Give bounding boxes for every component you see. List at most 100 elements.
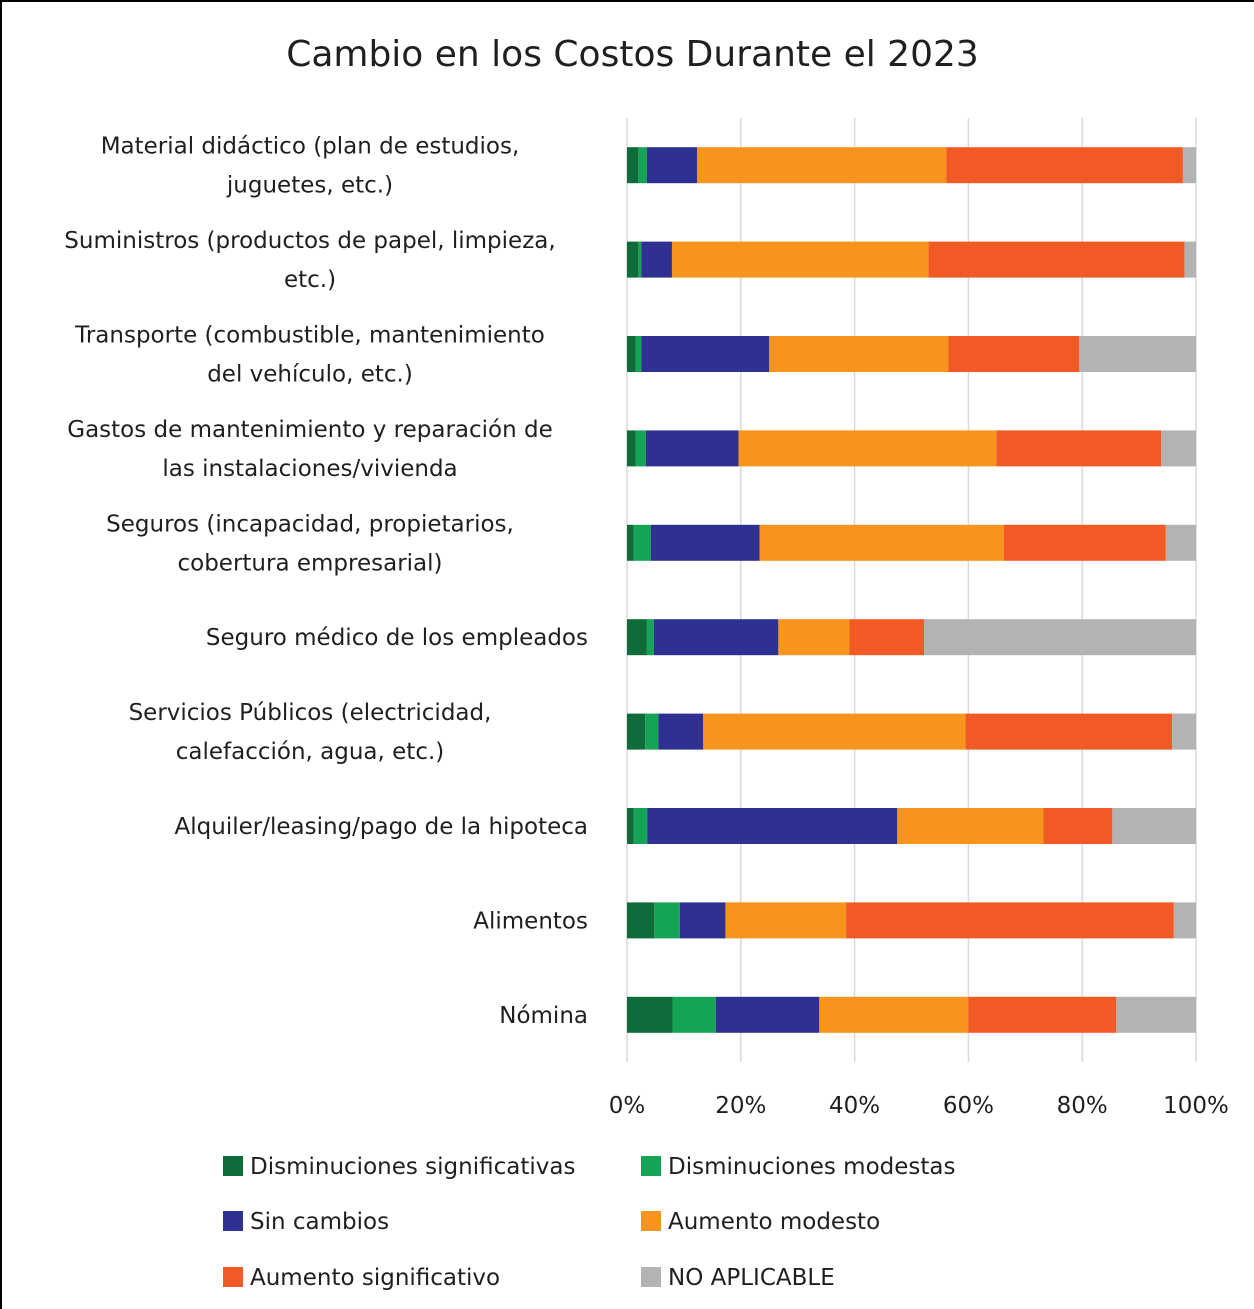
bar-segment — [627, 619, 647, 656]
bar-row — [627, 524, 1196, 561]
bar-segment — [948, 336, 1080, 372]
bar-segment — [696, 147, 947, 184]
bar-segment — [759, 524, 1004, 561]
legend-swatch — [641, 1156, 661, 1176]
legend-item: Aumento significativo — [223, 1265, 500, 1291]
bar-rows — [627, 147, 1196, 1033]
bar-row — [627, 808, 1196, 844]
legend-label: Aumento significativo — [250, 1265, 500, 1291]
category-label-line: las instalaciones/vivienda — [162, 456, 457, 482]
bar-segment — [641, 336, 770, 372]
bar-segment — [645, 430, 739, 467]
bar-segment — [641, 241, 672, 278]
category-label: Nómina — [499, 1003, 588, 1029]
bar-segment — [849, 619, 925, 656]
bar-segment — [1172, 713, 1196, 750]
bar-segment — [928, 241, 1185, 278]
legend-label: Disminuciones significativas — [250, 1154, 575, 1180]
bar-segment — [633, 524, 651, 561]
bar-segment — [627, 430, 636, 467]
bar-segment — [738, 430, 997, 467]
bar-segment — [647, 808, 898, 844]
category-label-line: Servicios Públicos (electricidad, — [129, 700, 492, 726]
bar-segment — [679, 902, 726, 939]
category-label: Transporte (combustible, mantenimiento de… — [74, 323, 545, 388]
bar-segment — [1165, 524, 1196, 561]
bar-row — [627, 147, 1196, 184]
bar-segment — [627, 713, 646, 750]
legend-item: Aumento modesto — [641, 1209, 880, 1235]
category-label-line: Transporte (combustible, mantenimiento — [74, 323, 545, 349]
bar-segment — [627, 996, 673, 1033]
bar-segment — [627, 241, 639, 278]
bar-segment — [897, 808, 1044, 844]
bar-segment — [645, 713, 659, 750]
bar-segment — [654, 902, 680, 939]
bar-segment — [924, 619, 1196, 656]
category-label-line: calefacción, agua, etc.) — [176, 739, 445, 765]
legend-swatch — [223, 1211, 243, 1231]
category-label: Alquiler/leasing/pago de la hipoteca — [175, 814, 588, 840]
bar-segment — [646, 147, 697, 184]
bar-row — [627, 902, 1196, 939]
legend-item: Disminuciones significativas — [223, 1154, 575, 1180]
legend-label: Sin cambios — [250, 1209, 389, 1235]
bar-segment — [1003, 524, 1166, 561]
x-tick-label: 40% — [829, 1093, 880, 1119]
bar-segment — [627, 147, 639, 184]
bar-segment — [627, 808, 634, 844]
bar-row — [627, 713, 1196, 750]
category-label-line: Seguro médico de los empleados — [206, 625, 588, 651]
bar-segment — [635, 430, 646, 467]
bar-row — [627, 336, 1196, 372]
category-label-line: Nómina — [499, 1003, 588, 1029]
bar-segment — [1161, 430, 1196, 467]
bar-segment — [1079, 336, 1196, 372]
bar-row — [627, 430, 1196, 467]
bar-segment — [965, 713, 1173, 750]
x-axis-ticks: 0% 20% 40% 60% 80% 100% — [609, 1093, 1229, 1119]
bar-segment — [1182, 147, 1196, 184]
category-label-line: Seguros (incapacidad, propietarios, — [106, 511, 514, 537]
legend-label: Aumento modesto — [668, 1209, 880, 1235]
bar-segment — [946, 147, 1183, 184]
legend-item: Sin cambios — [223, 1209, 389, 1235]
bar-segment — [658, 713, 704, 750]
category-label-line: cobertura empresarial) — [177, 550, 442, 576]
bar-segment — [638, 147, 647, 184]
category-label-line: Alimentos — [473, 908, 588, 934]
bar-segment — [627, 902, 655, 939]
x-tick-label: 80% — [1057, 1093, 1108, 1119]
category-label-line: juguetes, etc.) — [226, 173, 393, 199]
legend-item: Disminuciones modestas — [641, 1154, 955, 1180]
bar-segment — [653, 619, 779, 656]
bar-segment — [672, 996, 716, 1033]
bar-row — [627, 241, 1196, 278]
x-tick-label: 60% — [943, 1093, 994, 1119]
bar-segment — [1043, 808, 1113, 844]
bar-segment — [819, 996, 969, 1033]
legend-label: NO APLICABLE — [668, 1265, 835, 1291]
legend-swatch — [641, 1267, 661, 1287]
category-label-line: Gastos de mantenimiento y reparación de — [67, 417, 553, 443]
category-label-line: Suministros (productos de papel, limpiez… — [64, 228, 555, 254]
bar-segment — [627, 524, 634, 561]
bar-segment — [715, 996, 820, 1033]
bar-segment — [1112, 808, 1196, 844]
bar-segment — [633, 808, 648, 844]
category-label-line: del vehículo, etc.) — [207, 362, 413, 388]
category-label-line: Material didáctico (plan de estudios, — [101, 134, 520, 160]
bar-segment — [846, 902, 1174, 939]
bar-segment — [671, 241, 929, 278]
category-label: Material didáctico (plan de estudios, jug… — [101, 134, 520, 199]
category-label: Alimentos — [473, 908, 588, 934]
category-label: Gastos de mantenimiento y reparación de l… — [67, 417, 553, 482]
bar-segment — [778, 619, 850, 656]
bar-segment — [635, 336, 642, 372]
legend-item: NO APLICABLE — [641, 1265, 835, 1291]
bar-row — [627, 619, 1196, 656]
chart-title: Cambio en los Costos Durante el 2023 — [286, 34, 979, 75]
category-label-line: Alquiler/leasing/pago de la hipoteca — [175, 814, 588, 840]
category-label-line: etc.) — [284, 267, 336, 293]
